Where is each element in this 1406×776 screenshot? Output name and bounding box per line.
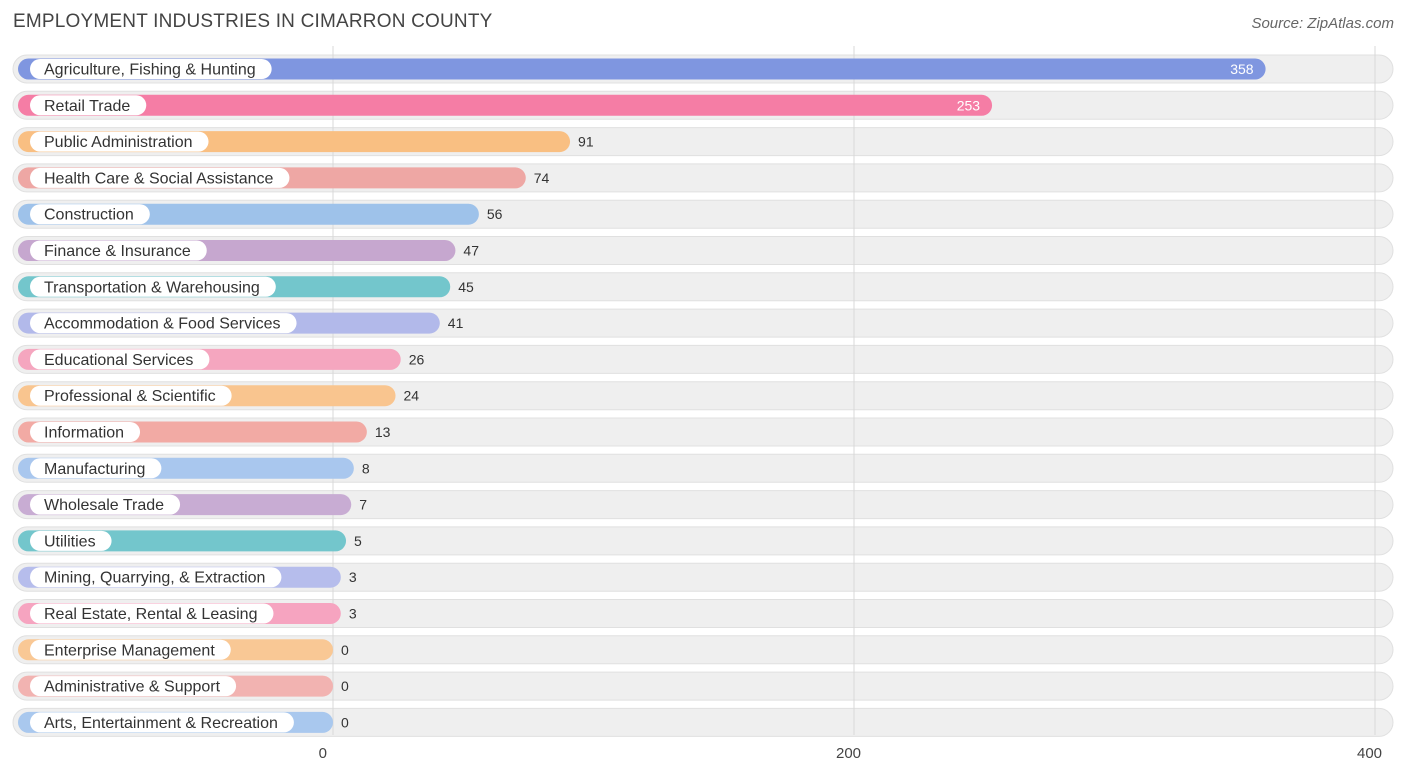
category-label: Agriculture, Fishing & Hunting [44, 62, 256, 79]
category-label: Health Care & Social Assistance [44, 170, 274, 187]
value-label: 24 [404, 388, 420, 404]
category-label-pill [30, 676, 237, 697]
value-label: 0 [341, 714, 349, 730]
row-background [12, 635, 1394, 665]
category-label-pill [30, 567, 282, 588]
category-label: Information [44, 425, 124, 442]
category-label-pill [30, 639, 231, 660]
value-label: 26 [409, 351, 425, 367]
category-label: Educational Services [44, 352, 193, 369]
chart-title: EMPLOYMENT INDUSTRIES IN CIMARRON COUNTY [13, 11, 493, 32]
row-background [12, 562, 1394, 592]
row-background [12, 707, 1394, 737]
category-label-pill [30, 458, 162, 479]
row-background [12, 490, 1394, 520]
value-label: 13 [375, 424, 391, 440]
row-background [12, 526, 1394, 556]
category-label: Enterprise Management [44, 642, 215, 659]
row-background [12, 453, 1394, 483]
category-label-pill [30, 422, 141, 442]
category-label-pill [30, 349, 210, 370]
x-tick-label: 200 [836, 745, 861, 762]
category-label: Administrative & Support [44, 679, 221, 696]
category-label-pill [30, 385, 232, 406]
category-label-pill [30, 494, 181, 515]
bar [18, 94, 993, 116]
value-label: 8 [362, 460, 370, 476]
category-label: Public Administration [44, 134, 193, 151]
category-label-pill [30, 59, 272, 79]
category-label: Finance & Insurance [44, 243, 191, 260]
category-label: Manufacturing [44, 461, 145, 478]
category-label: Retail Trade [44, 98, 130, 115]
category-label: Real Estate, Rental & Leasing [44, 606, 257, 623]
category-label: Mining, Quarrying, & Extraction [44, 570, 265, 587]
value-label: 358 [1230, 61, 1254, 77]
category-label-pill [30, 204, 150, 225]
category-label-pill [30, 131, 209, 152]
category-label-pill [30, 276, 276, 297]
category-label: Wholesale Trade [44, 497, 164, 514]
row-background [12, 671, 1394, 701]
x-tick-label: 400 [1357, 745, 1382, 762]
x-tick-label: 0 [319, 745, 327, 762]
category-label: Transportation & Warehousing [44, 279, 260, 296]
category-label-pill [30, 313, 297, 334]
value-label: 0 [341, 642, 349, 658]
category-label-pill [30, 240, 207, 261]
value-label: 3 [349, 569, 357, 585]
category-label-pill [30, 95, 147, 116]
category-label-pill [30, 167, 290, 188]
value-label: 47 [463, 243, 479, 259]
category-label: Construction [44, 207, 134, 224]
value-label: 0 [341, 678, 349, 694]
value-label: 56 [487, 206, 503, 222]
value-label: 91 [578, 134, 594, 150]
category-label: Arts, Entertainment & Recreation [44, 715, 278, 732]
value-label: 7 [359, 497, 367, 513]
chart-source: Source: ZipAtlas.com [1251, 15, 1394, 32]
bar [18, 58, 1266, 80]
row-background [12, 599, 1394, 628]
category-label: Professional & Scientific [44, 388, 216, 405]
category-label: Accommodation & Food Services [44, 316, 281, 333]
value-label: 3 [349, 606, 357, 622]
value-label: 74 [534, 170, 550, 186]
value-label: 253 [957, 97, 981, 113]
category-label-pill [30, 712, 294, 733]
category-label-pill [30, 603, 274, 624]
value-label: 45 [458, 279, 474, 295]
category-label: Utilities [44, 533, 96, 550]
value-label: 41 [448, 315, 464, 331]
value-label: 5 [354, 533, 362, 549]
category-label-pill [30, 530, 112, 551]
